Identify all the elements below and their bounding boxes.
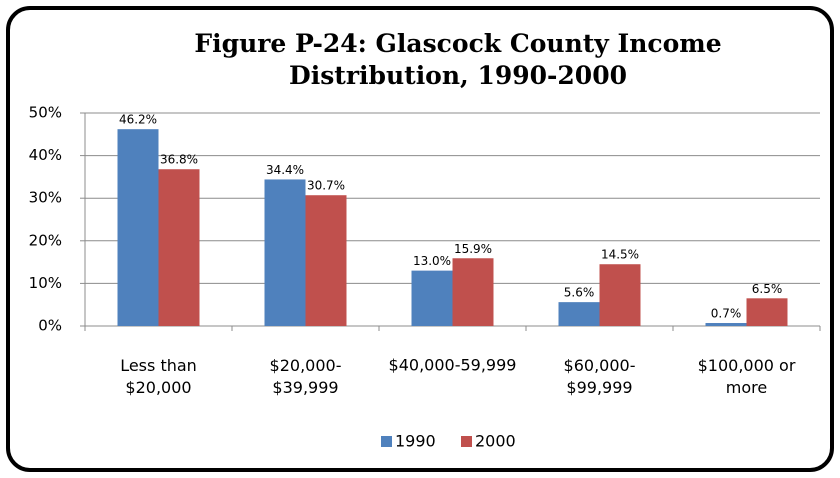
value-label: 0.7% bbox=[711, 307, 742, 321]
chart-title: Figure P-24: Glascock County Income Distr… bbox=[194, 29, 721, 90]
frame bbox=[6, 6, 834, 472]
bar bbox=[305, 195, 347, 326]
bar bbox=[705, 323, 747, 326]
bar bbox=[558, 302, 600, 326]
value-label: 13.0% bbox=[413, 254, 451, 268]
y-tick-label: 40% bbox=[29, 146, 62, 164]
x-tick-label: $20,000-$39,999 bbox=[270, 356, 342, 397]
x-tick-label: $100,000 or more bbox=[698, 356, 796, 397]
value-label: 30.7% bbox=[307, 179, 345, 193]
value-label: 14.5% bbox=[601, 248, 639, 262]
bar bbox=[746, 298, 788, 326]
y-tick-label: 50% bbox=[29, 104, 62, 122]
legend-label: 2000 bbox=[475, 432, 516, 451]
bar bbox=[599, 264, 641, 326]
value-label: 6.5% bbox=[752, 282, 783, 296]
x-tick-label: $40,000-59,999 bbox=[389, 356, 517, 375]
bar bbox=[158, 169, 200, 326]
value-label: 5.6% bbox=[564, 286, 595, 300]
y-tick-label: 10% bbox=[29, 274, 62, 292]
bar bbox=[452, 258, 494, 326]
legend-label: 1990 bbox=[395, 432, 436, 451]
y-tick-label: 0% bbox=[38, 317, 62, 335]
legend-swatch bbox=[461, 436, 472, 447]
bar bbox=[411, 270, 453, 326]
y-tick-label: 30% bbox=[29, 189, 62, 207]
x-tick-label: $60,000-$99,999 bbox=[564, 356, 636, 397]
x-tick-label: Less than $20,000 bbox=[120, 356, 197, 397]
value-label: 36.8% bbox=[160, 153, 198, 167]
value-label: 15.9% bbox=[454, 242, 492, 256]
bar bbox=[264, 179, 306, 326]
value-label: 46.2% bbox=[119, 113, 157, 127]
value-label: 34.4% bbox=[266, 163, 304, 177]
legend-swatch bbox=[381, 436, 392, 447]
bar bbox=[117, 129, 159, 326]
y-tick-label: 20% bbox=[29, 231, 62, 249]
